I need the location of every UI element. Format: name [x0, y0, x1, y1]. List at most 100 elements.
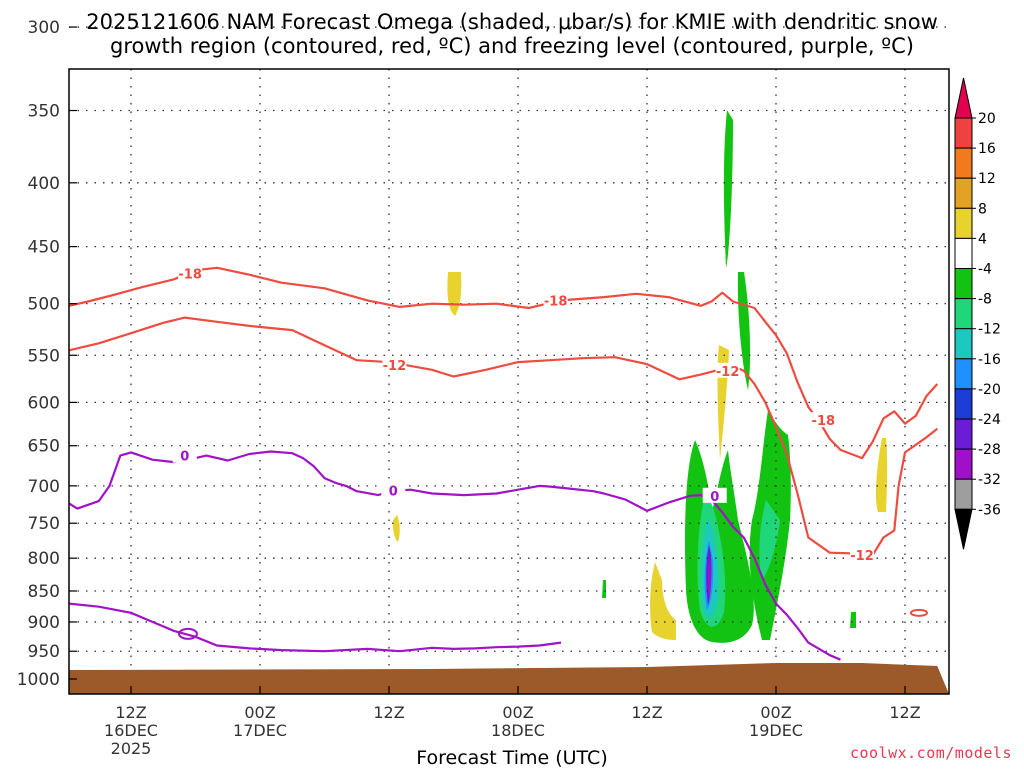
- x-tick-date: 19DEC: [749, 721, 803, 740]
- omega-patch: [717, 345, 729, 460]
- colorbar-swatch: [954, 237, 973, 269]
- y-tick-label: 400: [28, 174, 60, 194]
- contour-label: 0: [389, 484, 398, 499]
- x-tick-label: 12Z: [631, 703, 662, 722]
- colorbar-label: -24: [978, 412, 1001, 428]
- colorbar: 20 16 12 8 4 -4 -8 -12 -16 -20 -24 -28 -32 -36: [954, 77, 1001, 550]
- x-tick-year: 2025: [111, 739, 152, 758]
- x-tick-label: 00Z: [502, 703, 533, 722]
- contour-label-bg: [381, 482, 406, 498]
- contour-label: -18: [544, 294, 568, 309]
- colorbar-swatch: [954, 268, 973, 300]
- contour-label-bg: [178, 265, 203, 281]
- terrain: [69, 663, 949, 694]
- y-tick-label: 950: [28, 642, 60, 662]
- y-tick-label: 550: [28, 346, 60, 366]
- colorbar-label: -32: [978, 472, 1001, 488]
- colorbar-swatch: [954, 147, 973, 179]
- y-axis: 2503003504004505005506006507007508008509…: [17, 18, 77, 690]
- colorbar-label: -8: [978, 292, 992, 308]
- x-tick-label: 00Z: [760, 703, 791, 722]
- contour-label-bg: [811, 412, 836, 428]
- y-tick-label: 450: [28, 238, 60, 258]
- x-axis-label: Forecast Time (UTC): [416, 747, 608, 769]
- contour-line: [68, 316, 938, 556]
- colorbar-swatch: [954, 328, 973, 360]
- colorbar-label: -36: [978, 502, 1001, 518]
- contour-label-bg: [702, 487, 727, 503]
- y-tick-label: 500: [28, 295, 60, 315]
- contour-label: 0: [710, 490, 719, 505]
- colorbar-swatch: [954, 177, 973, 209]
- colorbar-arrow-bottom: [954, 508, 973, 550]
- y-tick-label: 1000: [17, 670, 60, 690]
- contour-line: [68, 266, 939, 460]
- contour-label: -18: [178, 268, 202, 283]
- contour-label-bg: [715, 362, 740, 378]
- omega-shading: [392, 110, 888, 643]
- y-tick-label: 800: [28, 549, 60, 569]
- omega-patch: [759, 500, 780, 580]
- ground-fill: [69, 663, 949, 694]
- omega-patch: [650, 562, 676, 640]
- y-tick-label: 700: [28, 477, 60, 497]
- x-tick-label: 00Z: [244, 703, 275, 722]
- colorbar-label: 8: [978, 201, 987, 217]
- omega-patch: [723, 110, 733, 268]
- y-tick-label: 850: [28, 582, 60, 602]
- colorbar-label: -4: [978, 262, 992, 278]
- contour-label-bg: [172, 447, 197, 463]
- colorbar-swatch: [954, 207, 973, 239]
- y-tick-label: 650: [28, 437, 60, 457]
- colorbar-swatch: [954, 388, 973, 420]
- contour-loop: [177, 627, 198, 640]
- colorbar-swatch: [954, 358, 973, 390]
- x-tick-label: 12Z: [889, 703, 920, 722]
- x-tick-date: 17DEC: [233, 721, 287, 740]
- contour-loop: [909, 608, 928, 617]
- contour-label: 0: [180, 450, 189, 465]
- colorbar-arrow-top: [954, 77, 973, 119]
- colorbar-label: -20: [978, 382, 1001, 398]
- y-tick-label: 750: [28, 514, 60, 534]
- colorbar-swatch: [954, 117, 973, 149]
- site-credit: coolwx.com/models: [849, 744, 1012, 762]
- gridlines: [69, 26, 949, 694]
- colorbar-label: -28: [978, 442, 1001, 458]
- y-tick-label: 300: [28, 18, 60, 38]
- contour-line: [68, 602, 562, 653]
- contour-label: -12: [716, 365, 740, 380]
- contour-lines: -18 -18 -18 -12 -12 -12 0 0 0: [68, 265, 939, 661]
- colorbar-label: 4: [978, 231, 987, 247]
- colorbar-label: 16: [978, 141, 996, 157]
- omega-patch: [875, 438, 888, 512]
- contour-label-bg: [382, 357, 407, 373]
- y-tick-label: 600: [28, 393, 60, 413]
- omega-patch: [602, 580, 606, 598]
- chart-title-line-2: growth region (contoured, red, ºC) and f…: [110, 34, 914, 58]
- y-tick-label: 350: [28, 102, 60, 122]
- colorbar-swatch: [954, 478, 973, 510]
- omega-patch: [737, 272, 751, 390]
- contour-label-bg: [850, 546, 874, 562]
- omega-patch: [707, 560, 711, 600]
- plot-frame: [68, 68, 950, 695]
- contour-label-bg: [543, 292, 568, 308]
- colorbar-label: 20: [978, 111, 996, 127]
- contour-label: -18: [812, 414, 836, 429]
- x-tick-label: 12Z: [373, 703, 404, 722]
- colorbar-swatch: [954, 448, 973, 480]
- omega-patch: [392, 515, 400, 542]
- colorbar-label: 12: [978, 171, 996, 187]
- omega-patch: [850, 612, 856, 628]
- x-tick-date: 16DEC: [104, 721, 158, 740]
- x-tick-label: 12Z: [115, 703, 146, 722]
- contour-label: -12: [383, 359, 407, 374]
- colorbar-swatch: [954, 418, 973, 450]
- omega-patch: [447, 272, 462, 316]
- x-tick-date: 18DEC: [491, 721, 545, 740]
- colorbar-swatch: [954, 298, 973, 330]
- colorbar-label: -12: [978, 322, 1001, 338]
